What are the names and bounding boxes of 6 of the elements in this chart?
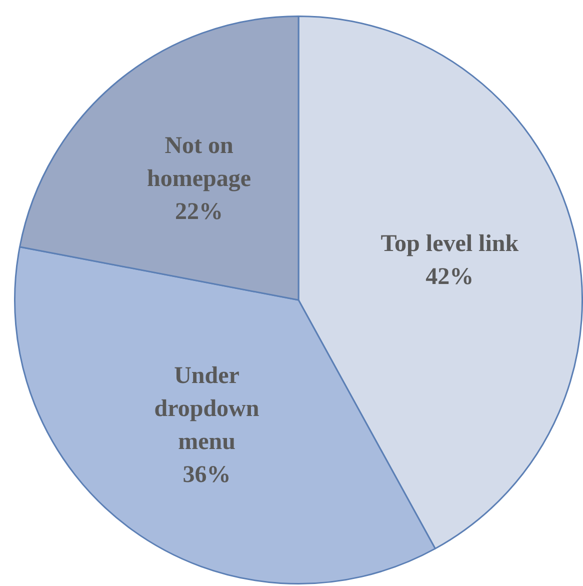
- slice-label: Not on homepage: [147, 132, 252, 192]
- slice-label: Under dropdown menu: [154, 362, 260, 455]
- data-label: 36%: [182, 462, 231, 488]
- data-label: 42%: [426, 264, 474, 290]
- data-label: 22%: [175, 198, 224, 225]
- slice-label: Top level link: [380, 230, 520, 257]
